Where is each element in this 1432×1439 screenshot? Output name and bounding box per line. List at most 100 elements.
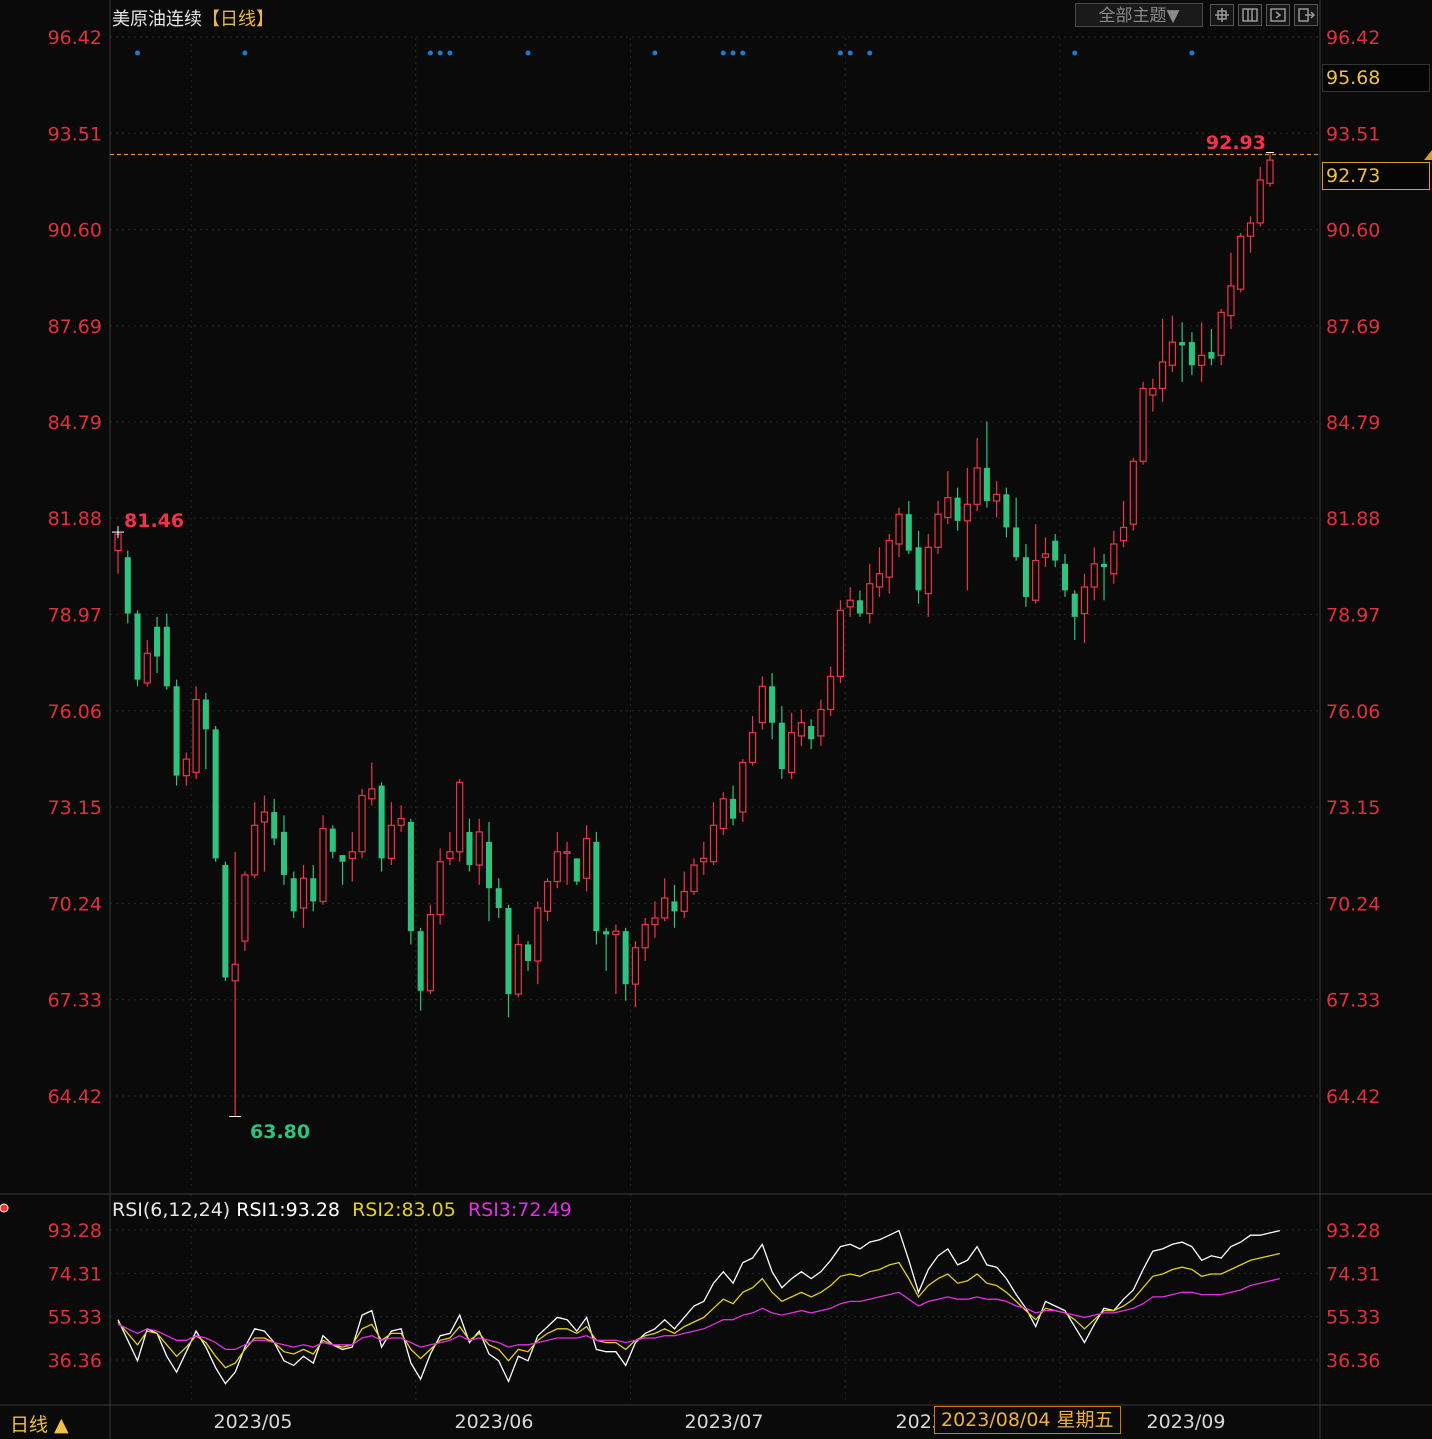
event-marker [525,50,531,56]
candle-body-up [690,864,698,893]
crosshair-icon[interactable] [1210,4,1234,26]
event-marker [437,50,443,56]
candle-body-down [134,613,141,680]
price-tick-left: 64.42 [48,1086,102,1108]
candle-body-up [436,861,444,916]
rsi-tick-right: 93.28 [1326,1220,1380,1242]
event-marker [837,50,843,56]
price-tick-right: 81.88 [1326,508,1380,530]
time-axis-label: 2023/06 [455,1411,534,1433]
pane-indicator-icon [0,1203,9,1213]
right-edge-marker [1424,150,1432,160]
high-price-box: 95.68 [1322,64,1430,92]
price-tick-left: 73.15 [48,797,102,819]
event-marker [652,50,658,56]
candle-body-up [1217,311,1225,356]
candle-body-up [817,708,825,737]
price-tick-left: 87.69 [48,316,102,338]
candle-body-up [319,828,327,903]
candle-body-up [973,467,981,505]
candle-body-up [514,943,522,995]
rsi-tick-right: 55.33 [1326,1307,1380,1329]
candle-body-up [397,818,405,826]
candle-body-down [905,514,912,551]
rsi-tick-right: 74.31 [1326,1263,1380,1285]
price-tick-right: 90.60 [1326,220,1380,242]
rsi1-value: RSI1:93.28 [236,1199,341,1221]
candle-body-up [1139,387,1147,462]
hover-date-tip: 2023/08/04 星期五 [934,1406,1121,1434]
rsi-tick-right: 36.36 [1326,1350,1380,1372]
price-tick-right: 93.51 [1326,123,1380,145]
zoom-fit-icon[interactable] [1238,4,1262,26]
candle-body-up [924,546,932,595]
rsi-tick-left: 36.36 [48,1350,102,1372]
price-tick-right: 73.15 [1326,797,1380,819]
time-axis-label: 2023/05 [214,1411,293,1433]
event-marker [740,50,746,56]
candle-body-up [1158,361,1167,390]
candle-body-up [192,698,200,773]
rsi-line-rsi2 [117,1252,1280,1369]
candle-body-down [271,812,278,839]
candle-body-up [543,880,552,912]
theme-dropdown[interactable]: 全部主题▼ [1075,3,1203,27]
price-tick-left: 70.24 [48,893,102,915]
candle-body-down [1022,557,1029,597]
price-tick-right: 96.42 [1326,27,1380,49]
candle-body-down [222,865,229,978]
last-price-box: 92.73 [1322,162,1430,190]
price-tick-left: 76.06 [48,701,102,723]
candle-body-up [866,583,874,615]
candle-body-down [124,557,131,614]
low-label: 63.80 [250,1121,310,1143]
candle-body-up [1119,526,1128,542]
event-marker [730,50,736,56]
time-axis-label: 2023/09 [1147,1411,1226,1433]
candle-body-up [895,513,903,545]
candle-body-up [251,824,259,876]
candle-body-down [856,600,863,614]
candle-body-down [290,878,297,912]
candle-body-up [612,930,620,936]
candle-body-up [661,897,669,919]
candle-body-down [1061,563,1069,591]
event-marker [427,50,433,56]
start-label: 81.46 [124,510,184,532]
candle-body-up [748,732,757,764]
candle-body-up [299,877,308,909]
candle-body-up [456,781,464,853]
price-tick-right: 67.33 [1326,990,1380,1012]
candle-body-down [915,547,922,591]
price-tick-right: 87.69 [1326,316,1380,338]
event-marker [847,50,853,56]
rsi-name: RSI(6,12,24) [112,1199,231,1221]
period-label: 【日线】 [202,9,274,30]
period-selector[interactable]: 日线 ▲ [10,1414,69,1436]
candle-body-up [993,493,1001,502]
price-tick-left: 78.97 [48,604,102,626]
event-marker [242,50,248,56]
candle-body-up [797,722,806,737]
candle-body-down [593,841,600,932]
candle-body-up [944,497,952,519]
candle-body-up [963,503,971,522]
candle-body-up [582,837,591,879]
candle-body-up [709,824,718,863]
candle-body-up [700,857,708,863]
exit-icon[interactable] [1294,4,1318,26]
rsi-line-rsi3 [117,1277,1280,1351]
price-tick-left: 96.42 [48,27,102,49]
candle-body-up [563,851,571,854]
event-marker [1072,50,1078,56]
next-page-icon[interactable] [1266,4,1290,26]
candle-body-up [827,675,835,711]
candle-body-up [934,513,942,548]
candle-body-up [651,917,659,926]
rsi-line-rsi1 [117,1229,1280,1385]
candle-body-up [1080,586,1089,615]
candle-body-down [778,722,785,770]
candle-body-down [173,686,180,776]
